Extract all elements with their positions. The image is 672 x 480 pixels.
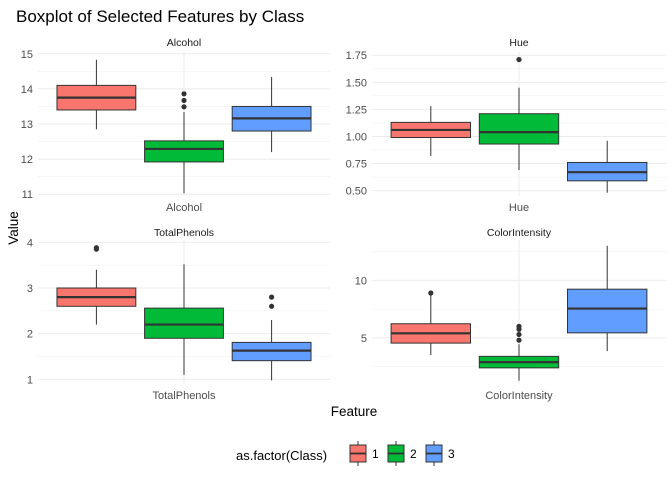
facet-hue: 0.50 0.75 1.00 1.25 1.50 1.75 Hue Hue (346, 37, 666, 214)
outlier-point (269, 303, 275, 309)
x-tick-label: ColorIntensity (485, 390, 553, 402)
y-tick-label: 1.25 (346, 104, 367, 116)
box-iqr (144, 307, 224, 339)
facet-strip-label: ColorIntensity (487, 227, 552, 239)
facet-panels: 1112131415AlcoholAlcohol0.500.751.001.25… (21, 37, 666, 402)
box-iqr (478, 113, 560, 145)
legend-item-3: 3 (425, 441, 455, 466)
outlier-point (93, 245, 99, 251)
x-tick-label: Hue (509, 202, 529, 214)
y-tick-label: 13 (21, 119, 33, 131)
facet-strip-label: TotalPhenols (154, 227, 214, 239)
x-tick-label: Alcohol (166, 202, 202, 214)
y-tick-label: 4 (27, 237, 33, 249)
outlier-point (181, 104, 187, 110)
y-tick-label: 14 (21, 84, 33, 96)
outlier-point (181, 97, 187, 104)
legend: as.factor(Class) 1 2 3 (236, 441, 455, 466)
facet-alcohol: 11 12 13 14 15 Alcohol Alcohol (21, 37, 330, 214)
facet-strip-label: Hue (509, 37, 528, 49)
box-class-1 (56, 245, 137, 325)
box-class-3 (567, 245, 648, 352)
box-class-1 (390, 106, 471, 156)
x-tick-label: TotalPhenols (153, 390, 216, 402)
y-tick-label: 5 (361, 333, 367, 345)
box-class-3 (567, 140, 648, 193)
outlier-point (516, 56, 522, 63)
y-tick-label: 15 (21, 49, 33, 61)
y-tick-label: 1.75 (346, 50, 367, 62)
box-class-2 (478, 323, 560, 381)
legend-item-label: 3 (448, 447, 455, 461)
facet-totalphenols: 1 2 3 4 TotalPhenols TotalPhenols (27, 227, 330, 402)
y-tick-label: 12 (21, 154, 33, 166)
outlier-point (516, 331, 522, 338)
y-tick-label: 1.50 (346, 77, 367, 89)
y-tick-label: 3 (27, 283, 33, 295)
legend-title: as.factor(Class) (236, 448, 327, 463)
outlier-point (181, 91, 187, 97)
box-class-1 (390, 290, 471, 355)
y-tick-label: 0.75 (346, 159, 367, 171)
legend-item-label: 1 (372, 447, 379, 461)
outlier-point (516, 323, 522, 329)
x-axis-label: Feature (331, 404, 378, 419)
box-iqr (144, 140, 224, 163)
box-class-3 (231, 76, 312, 153)
y-tick-label: 10 (355, 275, 367, 287)
box-iqr (567, 288, 648, 334)
y-axis-label: Value (6, 211, 21, 245)
box-class-3 (231, 294, 312, 381)
box-class-1 (56, 59, 137, 130)
y-tick-label: 1.00 (346, 131, 367, 143)
box-class-2 (478, 56, 560, 171)
outlier-point (428, 290, 434, 296)
legend-item-label: 2 (410, 447, 417, 461)
facet-strip-label: Alcohol (167, 37, 201, 49)
facet-colorintensity: 5 10 ColorIntensity ColorIntensity (355, 227, 666, 402)
legend-item-2: 2 (387, 441, 417, 466)
y-tick-label: 11 (22, 189, 33, 201)
y-tick-label: 0.50 (346, 186, 367, 198)
legend-item-1: 1 (349, 441, 379, 466)
outlier-point (269, 294, 275, 300)
outlier-point (516, 337, 522, 343)
y-tick-label: 1 (27, 374, 33, 386)
box-class-2 (144, 264, 224, 375)
y-tick-label: 2 (27, 329, 33, 341)
chart-title: Boxplot of Selected Features by Class (16, 7, 304, 26)
box-class-2 (144, 91, 224, 194)
